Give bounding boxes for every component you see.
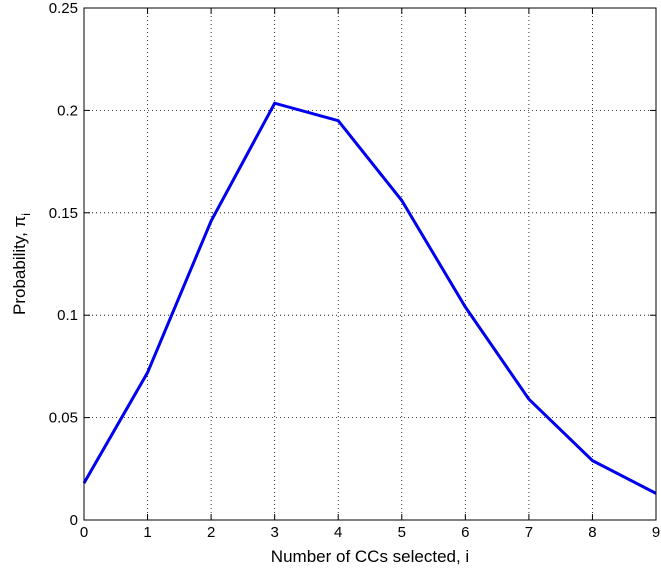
grid-lines <box>84 8 656 520</box>
x-tick-label: 7 <box>525 524 533 541</box>
y-axis-label-text: Probability, π <box>10 216 29 315</box>
x-tick-label: 3 <box>270 524 278 541</box>
x-tick-labels: 0 1 2 3 4 5 6 7 8 9 <box>80 524 660 541</box>
y-axis-label-subscript: i <box>19 213 33 216</box>
y-tick-label: 0.15 <box>49 205 78 222</box>
x-tick-label: 4 <box>334 524 342 541</box>
x-tick-label: 5 <box>398 524 406 541</box>
y-tick-label: 0.1 <box>57 307 78 324</box>
plot-frame <box>83 7 657 521</box>
y-tick-label: 0 <box>70 512 78 529</box>
x-axis-label: Number of CCs selected, i <box>271 547 469 566</box>
x-tick-label: 8 <box>588 524 596 541</box>
x-tick-label: 6 <box>461 524 469 541</box>
x-tick-label: 2 <box>207 524 215 541</box>
y-tick-label: 0.25 <box>49 0 78 17</box>
x-tick-label: 1 <box>143 524 151 541</box>
y-tick-label: 0.05 <box>49 410 78 427</box>
y-axis-label: Probability, πi <box>10 213 33 315</box>
series-line <box>82 101 657 495</box>
x-tick-label: 9 <box>652 524 660 541</box>
y-tick-labels: 0 0.05 0.1 0.15 0.2 0.25 <box>49 0 78 529</box>
x-tick-label: 0 <box>80 524 88 541</box>
y-tick-label: 0.2 <box>57 102 78 119</box>
